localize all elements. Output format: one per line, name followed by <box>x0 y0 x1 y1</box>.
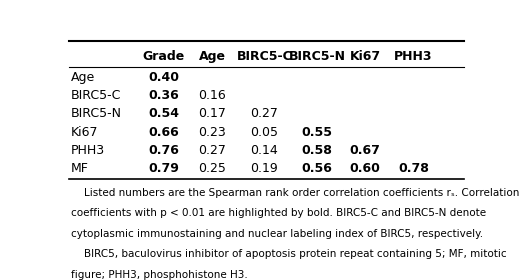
Text: 0.76: 0.76 <box>148 144 179 157</box>
Text: 0.56: 0.56 <box>302 162 332 175</box>
Text: PHH3: PHH3 <box>71 144 105 157</box>
Text: figure; PHH3, phosphohistone H3.: figure; PHH3, phosphohistone H3. <box>71 270 248 280</box>
Text: 0.54: 0.54 <box>148 107 179 120</box>
Text: Listed numbers are the Spearman rank order correlation coefficients rₛ. Correlat: Listed numbers are the Spearman rank ord… <box>71 188 519 198</box>
Text: 0.67: 0.67 <box>350 144 381 157</box>
Text: 0.14: 0.14 <box>251 144 278 157</box>
Text: 0.23: 0.23 <box>198 125 226 139</box>
Text: BIRC5-N: BIRC5-N <box>289 50 345 63</box>
Text: 0.17: 0.17 <box>198 107 226 120</box>
Text: 0.27: 0.27 <box>198 144 226 157</box>
Text: 0.78: 0.78 <box>398 162 429 175</box>
Text: 0.58: 0.58 <box>302 144 332 157</box>
Text: 0.66: 0.66 <box>148 125 179 139</box>
Text: 0.05: 0.05 <box>251 125 279 139</box>
Text: 0.60: 0.60 <box>350 162 381 175</box>
Text: 0.40: 0.40 <box>148 71 179 84</box>
Text: 0.36: 0.36 <box>148 89 179 102</box>
Text: BIRC5, baculovirus inhibitor of apoptosis protein repeat containing 5; MF, mitot: BIRC5, baculovirus inhibitor of apoptosi… <box>71 249 506 259</box>
Text: BIRC5-C: BIRC5-C <box>237 50 292 63</box>
Text: Grade: Grade <box>142 50 185 63</box>
Text: 0.19: 0.19 <box>251 162 278 175</box>
Text: BIRC5-C: BIRC5-C <box>71 89 122 102</box>
Text: 0.55: 0.55 <box>302 125 332 139</box>
Text: coefficients with p < 0.01 are highlighted by bold. BIRC5-C and BIRC5-N denote: coefficients with p < 0.01 are highlight… <box>71 208 486 218</box>
Text: cytoplasmic immunostaining and nuclear labeling index of BIRC5, respectively.: cytoplasmic immunostaining and nuclear l… <box>71 229 483 239</box>
Text: PHH3: PHH3 <box>394 50 433 63</box>
Text: Age: Age <box>71 71 95 84</box>
Text: MF: MF <box>71 162 89 175</box>
Text: 0.25: 0.25 <box>198 162 226 175</box>
Text: Age: Age <box>199 50 226 63</box>
Text: BIRC5-N: BIRC5-N <box>71 107 122 120</box>
Text: Ki67: Ki67 <box>349 50 381 63</box>
Text: 0.27: 0.27 <box>251 107 278 120</box>
Text: 0.79: 0.79 <box>148 162 179 175</box>
Text: Ki67: Ki67 <box>71 125 99 139</box>
Text: 0.16: 0.16 <box>198 89 226 102</box>
